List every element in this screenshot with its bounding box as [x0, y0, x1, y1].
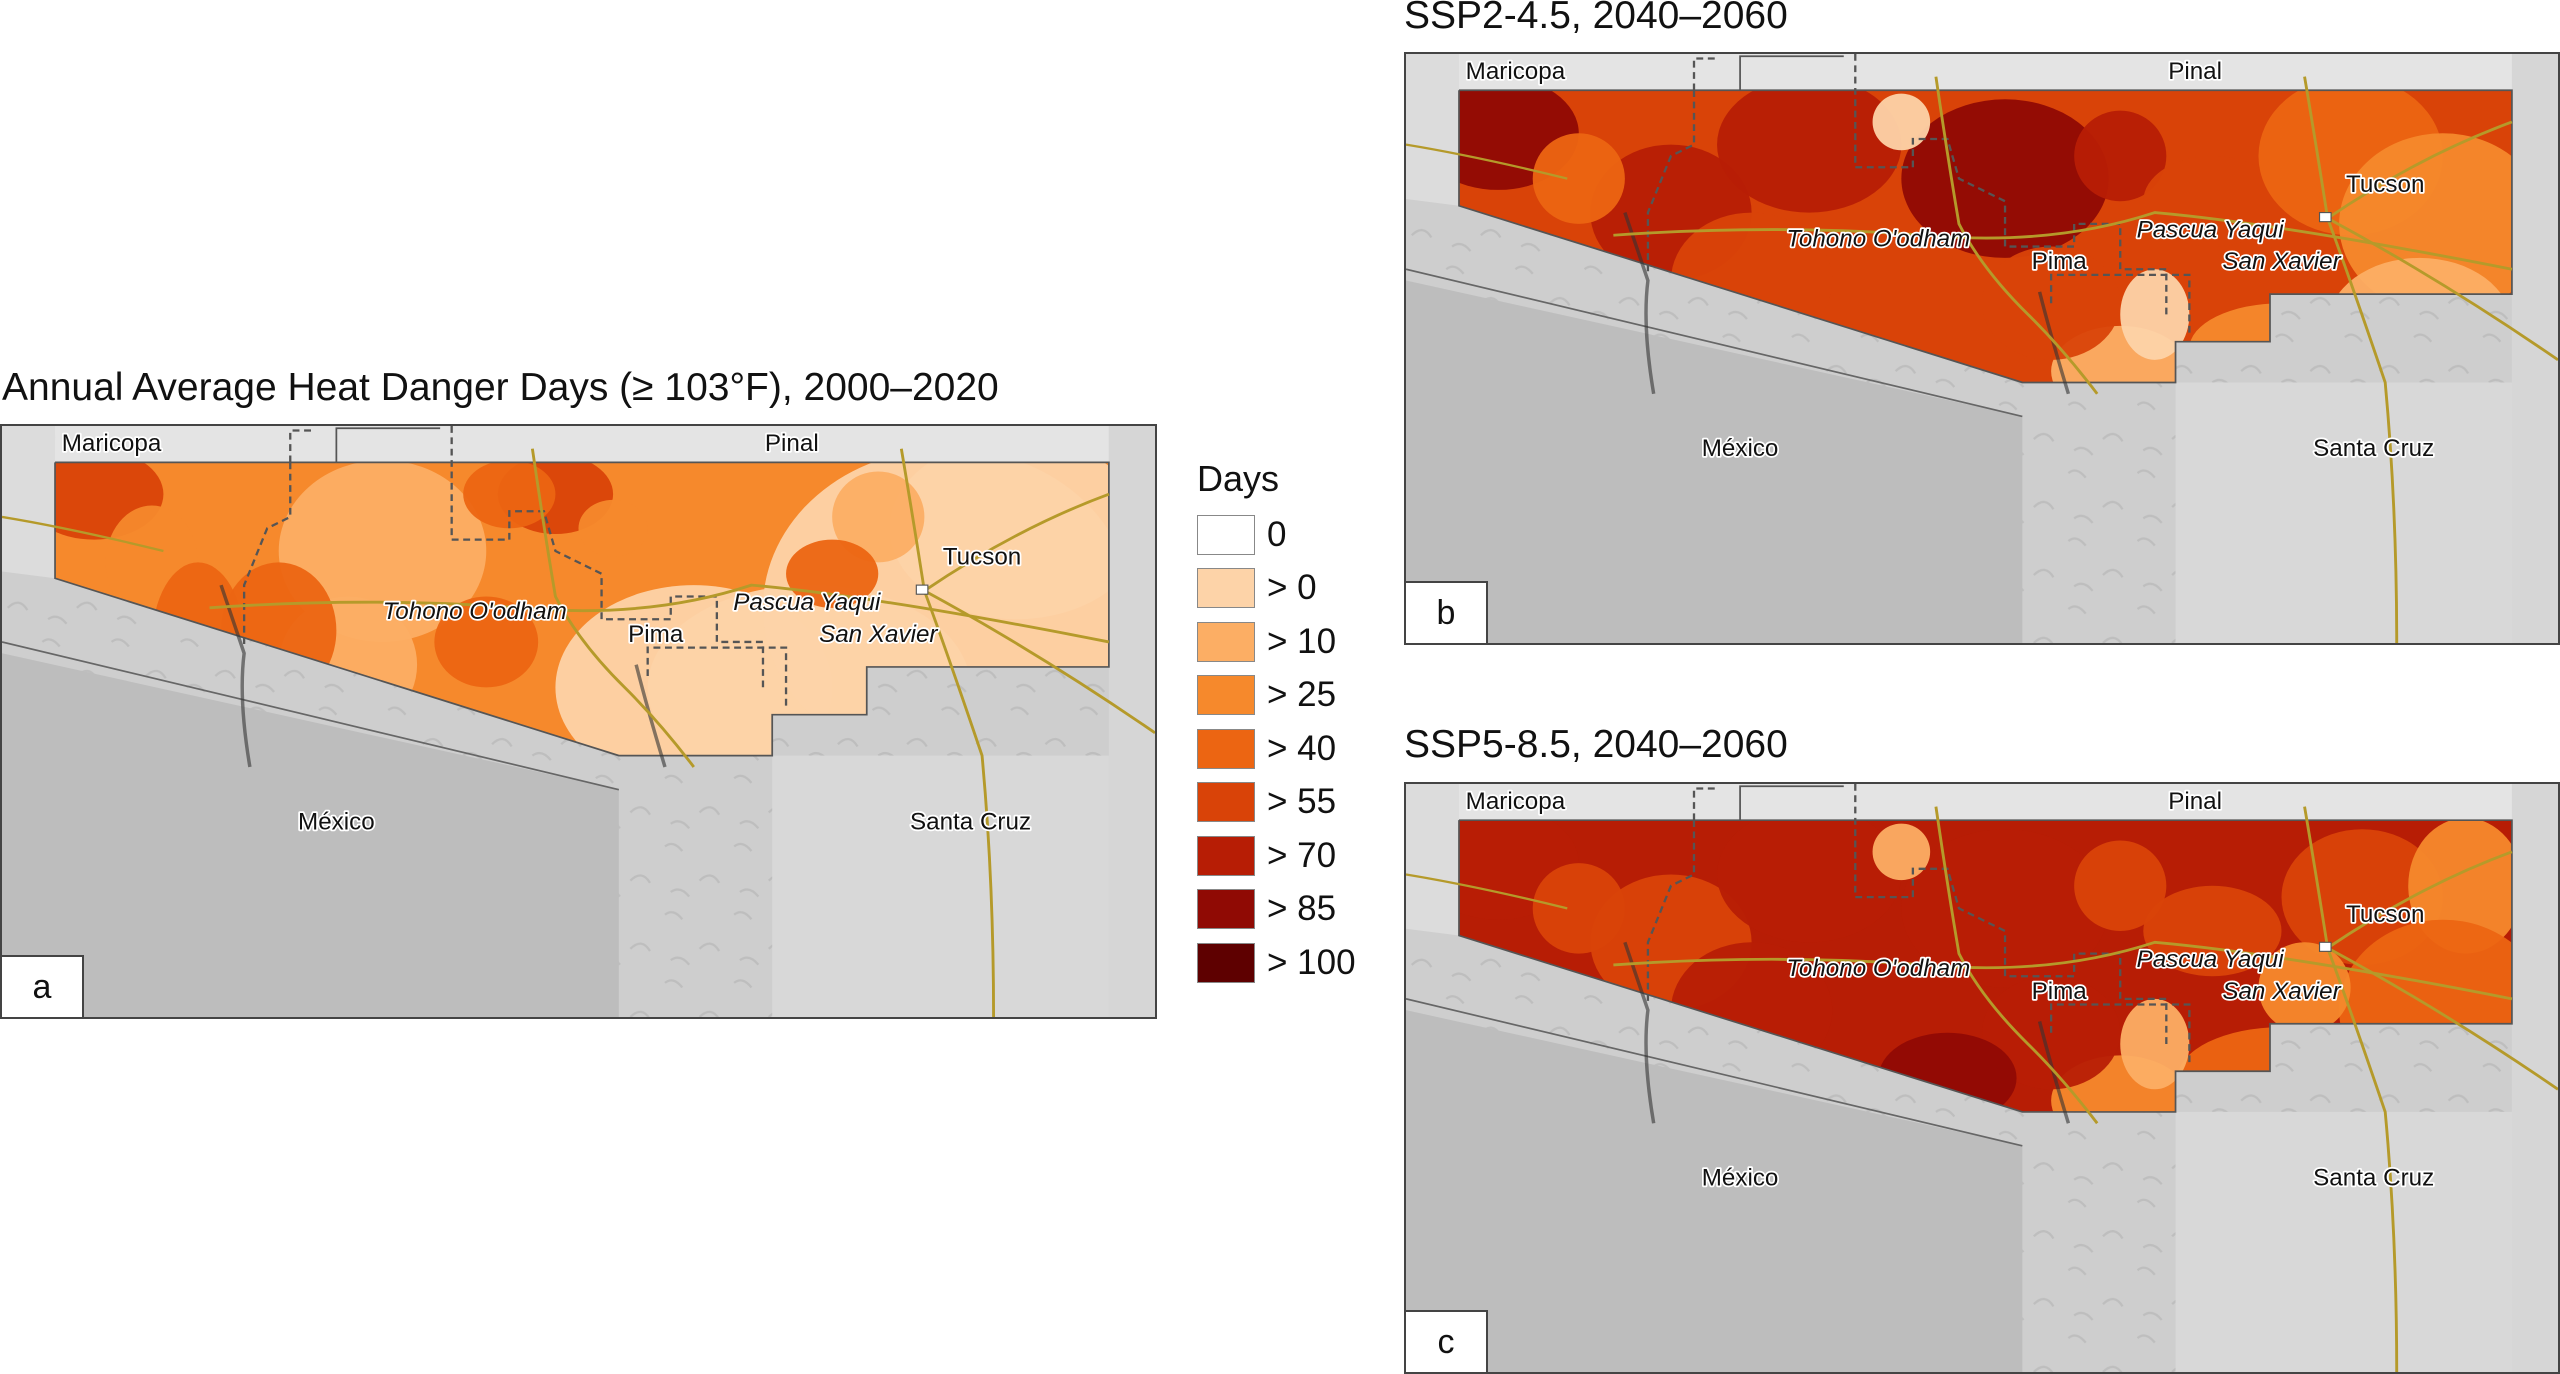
place-label-tucson: Tucson	[2346, 901, 2424, 928]
legend-swatch	[1197, 675, 1255, 716]
legend-item: 0	[1197, 508, 1356, 562]
panel-b-title: SSP2-4.5, 2040–2060	[1404, 0, 1788, 37]
place-label-tohono: Tohono O'odham	[1786, 226, 1970, 253]
place-label-pinal: Pinal	[2168, 58, 2222, 85]
legend-item: > 25	[1197, 669, 1356, 723]
legend-swatch	[1197, 568, 1255, 609]
panel-letter: b	[1406, 581, 1488, 643]
place-label-maricopa: Maricopa	[1466, 788, 1566, 815]
legend-label: > 25	[1267, 675, 1337, 715]
place-label-tohono: Tohono O'odham	[1786, 955, 1970, 982]
place-label-pima: Pima	[2032, 248, 2088, 275]
place-label-santacruz: Santa Cruz	[2313, 435, 2434, 462]
panel-letter: c	[1406, 1310, 1488, 1372]
legend-label: > 55	[1267, 782, 1337, 822]
place-label-tucson: Tucson	[943, 544, 1021, 571]
legend-label: > 40	[1267, 728, 1337, 768]
legend-item: > 85	[1197, 883, 1356, 937]
panel-c-title: SSP5-8.5, 2040–2060	[1404, 723, 1788, 766]
map-panel-a: Maricopa Pinal Tucson Tohono O'odham Pima Pas…	[0, 424, 1157, 1019]
place-label-tohono: Tohono O'odham	[383, 598, 567, 625]
map-svg: Maricopa Pinal Tucson Tohono O'odham Pima Pas…	[2, 426, 1155, 1017]
place-label-mexico: México	[1702, 435, 1779, 462]
place-label-pinal: Pinal	[765, 430, 819, 457]
legend-swatch	[1197, 835, 1255, 876]
legend-label: > 100	[1267, 942, 1356, 982]
place-label-tucson: Tucson	[2346, 171, 2424, 198]
legend-item: > 55	[1197, 776, 1356, 830]
place-label-sanxavier: San Xavier	[2222, 978, 2341, 1005]
legend-swatch	[1197, 728, 1255, 769]
legend-swatch	[1197, 889, 1255, 930]
place-label-maricopa: Maricopa	[1466, 58, 1566, 85]
place-label-sanxavier: San Xavier	[819, 621, 938, 648]
place-label-mexico: México	[1702, 1165, 1779, 1192]
legend-label: > 0	[1267, 568, 1317, 608]
legend-label: > 10	[1267, 621, 1337, 661]
place-label-maricopa: Maricopa	[62, 430, 162, 457]
map-svg: Maricopa Pinal Tucson Tohono O'odham Pima Pas…	[1406, 54, 2558, 643]
place-label-pascua: Pascua Yaqui	[2137, 946, 2285, 973]
legend-label: > 85	[1267, 889, 1337, 929]
legend-swatch	[1197, 514, 1255, 555]
panel-letter: a	[2, 955, 84, 1017]
place-label-pima: Pima	[628, 621, 684, 648]
legend-title: Days	[1197, 458, 1280, 499]
place-label-pinal: Pinal	[2168, 788, 2222, 815]
map-panel-b: Maricopa Pinal Tucson Tohono O'odham Pima Pas…	[1404, 52, 2560, 645]
legend-item: > 0	[1197, 562, 1356, 616]
legend: Days 0 > 0 > 10 > 25 > 40 > 55 > 70 > 85 > 100	[1197, 458, 1356, 990]
map-svg: Maricopa Pinal Tucson Tohono O'odham Pima Pas…	[1406, 784, 2558, 1372]
place-label-sanxavier: San Xavier	[2222, 248, 2341, 275]
place-label-santacruz: Santa Cruz	[2313, 1165, 2434, 1192]
place-label-pima: Pima	[2032, 978, 2088, 1005]
legend-label: > 70	[1267, 835, 1337, 875]
legend-item: > 70	[1197, 829, 1356, 883]
map-panel-c: Maricopa Pinal Tucson Tohono O'odham Pima Pas…	[1404, 782, 2560, 1374]
legend-label: 0	[1267, 514, 1287, 554]
place-label-mexico: México	[298, 809, 375, 836]
legend-item: > 100	[1197, 936, 1356, 990]
legend-item: > 10	[1197, 615, 1356, 669]
place-label-santacruz: Santa Cruz	[910, 809, 1031, 836]
legend-item: > 40	[1197, 722, 1356, 776]
legend-swatch	[1197, 782, 1255, 823]
panel-a-title: Annual Average Heat Danger Days (≥ 103°F…	[2, 366, 999, 409]
place-label-pascua: Pascua Yaqui	[733, 589, 881, 616]
legend-swatch	[1197, 621, 1255, 662]
place-label-pascua: Pascua Yaqui	[2137, 217, 2285, 244]
legend-swatch	[1197, 942, 1255, 983]
